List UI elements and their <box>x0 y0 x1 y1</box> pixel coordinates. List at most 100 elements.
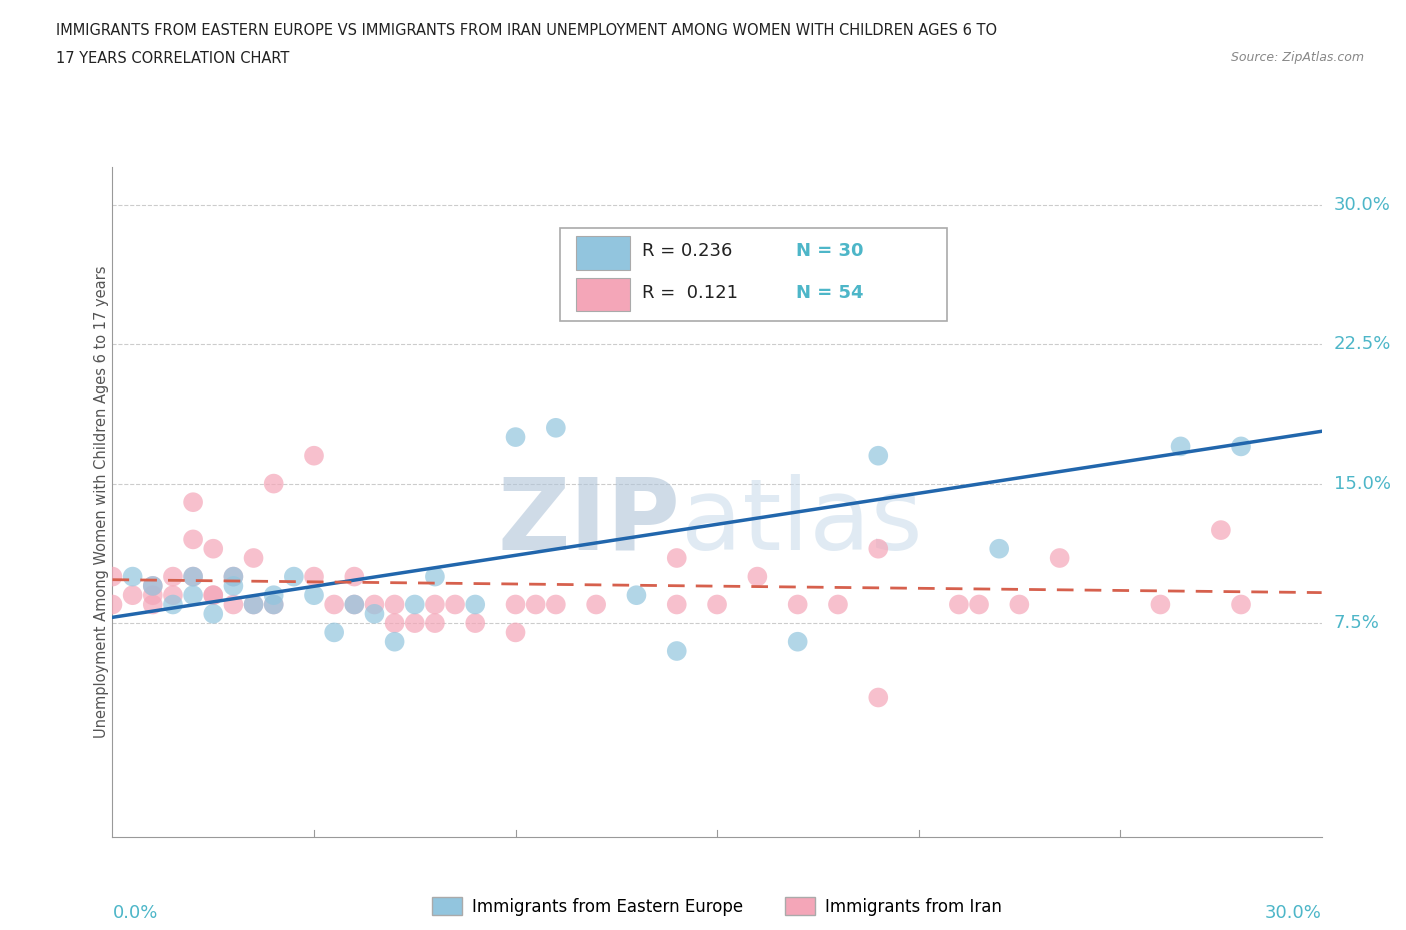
Point <box>202 588 225 603</box>
Point <box>323 625 346 640</box>
Text: 22.5%: 22.5% <box>1334 335 1391 353</box>
Point <box>423 616 446 631</box>
Point <box>222 569 245 584</box>
FancyBboxPatch shape <box>560 228 946 322</box>
Point <box>242 551 264 565</box>
Text: R = 0.236: R = 0.236 <box>643 242 733 260</box>
Point <box>323 597 346 612</box>
Point <box>1209 523 1232 538</box>
Point <box>665 597 688 612</box>
Point <box>181 495 204 510</box>
Point <box>967 597 990 612</box>
Bar <box>575 236 630 270</box>
Point <box>263 597 285 612</box>
Bar <box>575 278 630 312</box>
Point <box>665 551 688 565</box>
Point <box>423 569 446 584</box>
Text: 7.5%: 7.5% <box>1334 614 1379 632</box>
Point <box>868 690 890 705</box>
Text: 15.0%: 15.0% <box>1334 474 1391 493</box>
Point <box>948 597 970 612</box>
Point <box>1008 597 1031 612</box>
Point <box>384 634 406 649</box>
Text: N = 30: N = 30 <box>796 242 863 260</box>
Point <box>142 578 165 593</box>
Point <box>162 588 184 603</box>
Point <box>181 569 204 584</box>
Point <box>181 532 204 547</box>
Point <box>162 597 184 612</box>
Point <box>263 588 285 603</box>
Point <box>1230 597 1253 612</box>
Point <box>505 625 527 640</box>
Point <box>585 597 607 612</box>
Point <box>202 541 225 556</box>
Point <box>464 616 486 631</box>
Text: Source: ZipAtlas.com: Source: ZipAtlas.com <box>1230 51 1364 64</box>
Point <box>263 597 285 612</box>
Text: IMMIGRANTS FROM EASTERN EUROPE VS IMMIGRANTS FROM IRAN UNEMPLOYMENT AMONG WOMEN : IMMIGRANTS FROM EASTERN EUROPE VS IMMIGR… <box>56 23 997 38</box>
Point <box>786 634 808 649</box>
Point <box>343 597 366 612</box>
Point <box>142 578 165 593</box>
Point <box>142 597 165 612</box>
Point <box>121 588 143 603</box>
Point <box>202 588 225 603</box>
Point <box>263 476 285 491</box>
Point <box>786 597 808 612</box>
Point <box>423 597 446 612</box>
Point <box>302 448 325 463</box>
Point <box>202 606 225 621</box>
Point <box>384 597 406 612</box>
Point <box>222 578 245 593</box>
Point <box>363 606 385 621</box>
Point <box>505 430 527 445</box>
Point <box>222 569 245 584</box>
Point <box>626 299 648 314</box>
Point <box>302 569 325 584</box>
Point <box>665 644 688 658</box>
Y-axis label: Unemployment Among Women with Children Ages 6 to 17 years: Unemployment Among Women with Children A… <box>94 266 108 738</box>
Point <box>505 597 527 612</box>
Point <box>1149 597 1171 612</box>
Point <box>747 569 769 584</box>
Text: 30.0%: 30.0% <box>1265 904 1322 922</box>
Point <box>121 569 143 584</box>
Point <box>101 569 124 584</box>
Point <box>868 541 890 556</box>
Point <box>283 569 305 584</box>
Point <box>827 597 849 612</box>
Point <box>444 597 467 612</box>
Point <box>988 541 1011 556</box>
Text: N = 54: N = 54 <box>796 285 863 302</box>
Point <box>181 569 204 584</box>
Point <box>404 616 426 631</box>
Text: 30.0%: 30.0% <box>1334 195 1391 214</box>
Text: ZIP: ZIP <box>498 473 681 571</box>
Point <box>142 588 165 603</box>
Point <box>363 597 385 612</box>
Point <box>222 597 245 612</box>
Point <box>524 597 547 612</box>
Point <box>101 597 124 612</box>
Point <box>544 420 567 435</box>
Point <box>343 597 366 612</box>
Point <box>1230 439 1253 454</box>
Point <box>544 597 567 612</box>
Point <box>1170 439 1192 454</box>
Point <box>626 588 648 603</box>
Point <box>827 253 849 268</box>
Text: atlas: atlas <box>681 473 922 571</box>
Point <box>181 588 204 603</box>
Point <box>404 597 426 612</box>
Point <box>1049 551 1071 565</box>
Legend: Immigrants from Eastern Europe, Immigrants from Iran: Immigrants from Eastern Europe, Immigran… <box>426 890 1008 923</box>
Point <box>302 588 325 603</box>
Point <box>242 597 264 612</box>
Text: 17 YEARS CORRELATION CHART: 17 YEARS CORRELATION CHART <box>56 51 290 66</box>
Text: 0.0%: 0.0% <box>112 904 157 922</box>
Point <box>464 597 486 612</box>
Point <box>242 597 264 612</box>
Text: R =  0.121: R = 0.121 <box>643 285 738 302</box>
Point <box>162 569 184 584</box>
